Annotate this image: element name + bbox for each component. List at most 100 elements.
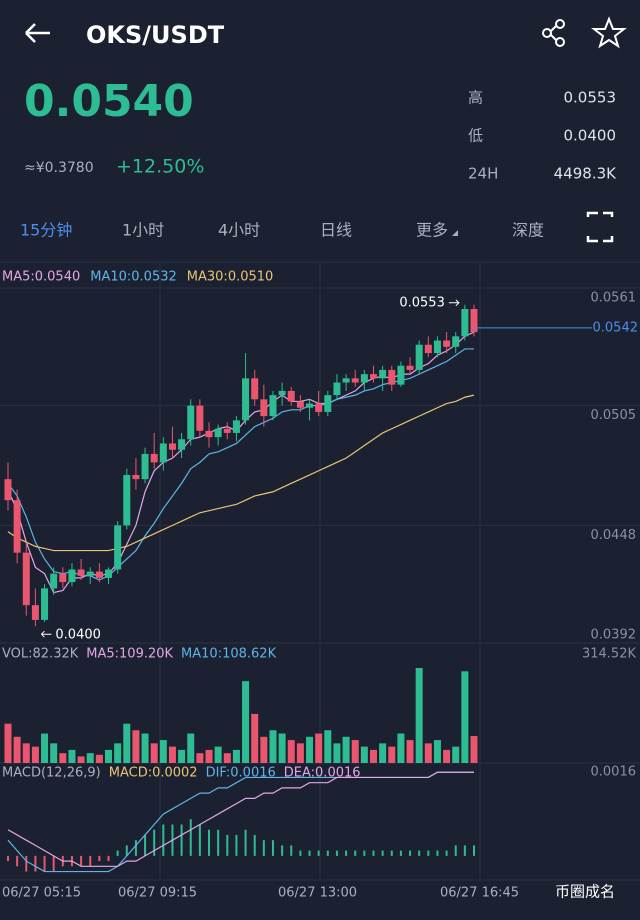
ma-legend: MA10:0.0532 bbox=[90, 270, 177, 285]
y-tick-label: 0.0448 bbox=[591, 528, 637, 543]
watermark: 币圈成名 bbox=[555, 883, 615, 901]
macd-bar bbox=[125, 845, 128, 856]
macd-bar bbox=[52, 855, 55, 872]
macd-bar bbox=[208, 829, 211, 856]
candle-body bbox=[388, 369, 396, 385]
tab[interactable]: 更多 bbox=[416, 221, 448, 240]
ma-line bbox=[7, 348, 474, 581]
y-tick-label: 0.0505 bbox=[591, 408, 637, 423]
volume-bar bbox=[50, 743, 58, 763]
candle-body bbox=[443, 340, 451, 347]
volume-bar bbox=[351, 740, 359, 763]
volume-bar bbox=[31, 746, 39, 763]
stat-label: 24H bbox=[468, 165, 498, 183]
ma-line bbox=[7, 394, 475, 552]
volume-bar bbox=[406, 740, 414, 763]
x-tick-label: 06/27 13:00 bbox=[278, 886, 357, 901]
tab[interactable]: 4小时 bbox=[218, 221, 260, 240]
candle-body bbox=[31, 605, 39, 620]
tab[interactable]: 15分钟 bbox=[20, 221, 72, 240]
volume-bar bbox=[461, 671, 469, 763]
candle-body bbox=[315, 403, 323, 412]
stat-label: 低 bbox=[468, 127, 483, 145]
candle-body bbox=[205, 430, 213, 438]
volume-bar bbox=[470, 736, 478, 763]
candle-body bbox=[22, 552, 30, 606]
volume-bar bbox=[150, 743, 158, 763]
macd-bar bbox=[262, 840, 265, 856]
candle-body bbox=[251, 378, 259, 400]
candle-body bbox=[415, 344, 423, 370]
volume-bar bbox=[95, 754, 103, 763]
volume-bar bbox=[452, 746, 460, 763]
volume-bar bbox=[251, 713, 259, 763]
volume-bar bbox=[379, 743, 387, 763]
macd-bar bbox=[473, 845, 475, 856]
candle-body bbox=[369, 374, 377, 379]
tab[interactable]: 1小时 bbox=[122, 221, 164, 240]
stat-label: 高 bbox=[468, 89, 483, 107]
volume-bar bbox=[369, 749, 377, 763]
macd-bar bbox=[418, 850, 421, 856]
macd-bar bbox=[399, 850, 402, 856]
x-tick-label: 06/27 05:15 bbox=[2, 886, 81, 901]
macd-bar bbox=[134, 840, 137, 856]
volume-bar bbox=[433, 740, 441, 763]
tab[interactable]: 深度 bbox=[512, 221, 544, 240]
fullscreen-button[interactable] bbox=[586, 211, 614, 243]
volume-bar bbox=[123, 723, 131, 763]
tab[interactable]: 日线 bbox=[320, 221, 352, 240]
volume-bar bbox=[223, 753, 231, 763]
candle-body bbox=[105, 569, 113, 578]
macd-bar bbox=[326, 850, 329, 856]
macd-bar bbox=[189, 819, 192, 856]
macd-bar bbox=[281, 845, 284, 856]
candle-body bbox=[150, 453, 158, 463]
volume-bar bbox=[196, 753, 204, 763]
candle-body bbox=[232, 420, 240, 433]
macd-legend: DIF:0.0016 bbox=[206, 766, 276, 781]
candle-body bbox=[95, 571, 103, 578]
volume-bar bbox=[269, 730, 277, 763]
vol-legend: MA5:109.20K bbox=[86, 647, 173, 662]
macd-legend: MACD:0.0002 bbox=[109, 766, 198, 781]
macd-bar bbox=[409, 850, 412, 856]
macd-bar bbox=[25, 855, 28, 872]
macd-bar bbox=[299, 850, 302, 856]
macd-bar bbox=[144, 834, 147, 856]
volume-bar bbox=[214, 746, 222, 763]
candle-body bbox=[196, 405, 204, 431]
candle-body bbox=[406, 365, 414, 370]
macd-bar bbox=[180, 824, 183, 856]
macd-bar bbox=[34, 855, 37, 872]
macd-bar bbox=[372, 850, 375, 856]
macd-bar bbox=[290, 845, 293, 856]
macd-bar bbox=[198, 824, 201, 856]
volume-bar bbox=[41, 733, 49, 763]
back-button[interactable] bbox=[25, 23, 50, 43]
candle-body bbox=[4, 479, 12, 501]
favorite-button[interactable] bbox=[591, 16, 627, 49]
candle-body bbox=[287, 390, 295, 402]
cny-price: ≈¥0.3780 bbox=[24, 160, 94, 176]
macd-bar bbox=[7, 855, 9, 862]
macd-bar bbox=[308, 850, 311, 856]
macd-bar bbox=[463, 845, 466, 856]
candle-body bbox=[397, 365, 405, 385]
candle-body bbox=[214, 428, 222, 438]
macd-bar bbox=[390, 850, 393, 856]
vol-legend: VOL:82.32K bbox=[2, 647, 79, 662]
ma-legend: MA5:0.0540 bbox=[2, 270, 80, 285]
candle-body bbox=[77, 569, 85, 576]
candle-body bbox=[168, 443, 176, 450]
candle-body bbox=[41, 588, 49, 620]
macd-bar bbox=[335, 850, 338, 856]
candle-body bbox=[86, 571, 94, 576]
volume-bar bbox=[324, 730, 332, 763]
ma-legend: MA30:0.0510 bbox=[187, 270, 274, 285]
candle-body bbox=[178, 439, 186, 450]
share-button[interactable] bbox=[542, 19, 565, 47]
candle-body bbox=[223, 428, 231, 433]
candle-body bbox=[324, 395, 332, 412]
